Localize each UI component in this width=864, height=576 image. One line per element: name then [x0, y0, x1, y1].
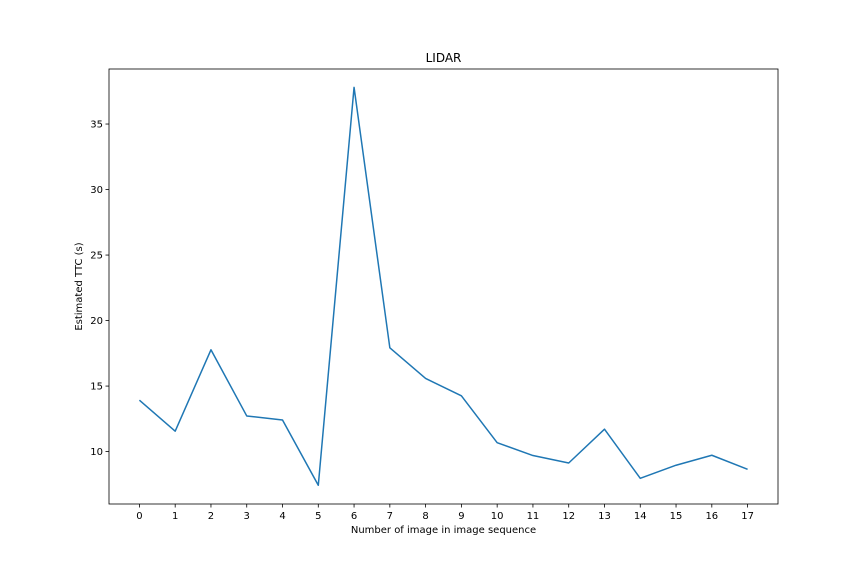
y-axis-ticks: 10 15 20 25 30 35 — [90, 120, 109, 459]
x-tick-label: 0 — [136, 511, 142, 522]
x-tick-label: 3 — [244, 511, 250, 522]
x-tick-label: 9 — [458, 511, 464, 522]
x-tick-label: 4 — [279, 511, 285, 522]
x-tick-label: 15 — [670, 511, 683, 522]
x-tick-label: 6 — [351, 511, 357, 522]
series-layer — [139, 87, 747, 485]
x-tick-label: 14 — [634, 511, 647, 522]
x-axis-ticks: 0 1 2 3 4 5 6 7 8 9 10 11 12 13 14 15 16 17 — [136, 504, 754, 522]
x-tick-label: 17 — [741, 511, 754, 522]
x-tick-label: 11 — [527, 511, 540, 522]
y-tick-label: 30 — [90, 185, 103, 196]
plot-frame — [109, 69, 778, 504]
x-tick-label: 12 — [562, 511, 575, 522]
series-line-0 — [139, 87, 747, 485]
plot-area — [109, 69, 778, 504]
x-axis-label: Number of image in image sequence — [351, 525, 536, 536]
y-tick-label: 20 — [90, 316, 103, 327]
x-tick-label: 5 — [315, 511, 321, 522]
x-tick-label: 13 — [598, 511, 611, 522]
x-tick-label: 1 — [172, 511, 178, 522]
y-axis-label: Estimated TTC (s) — [74, 242, 85, 330]
x-tick-label: 10 — [491, 511, 504, 522]
y-tick-label: 10 — [90, 447, 103, 458]
x-tick-label: 16 — [705, 511, 718, 522]
y-tick-label: 35 — [90, 120, 103, 131]
chart-title: LIDAR — [426, 51, 462, 65]
x-tick-label: 2 — [208, 511, 214, 522]
y-tick-label: 15 — [90, 382, 103, 393]
x-tick-label: 7 — [387, 511, 393, 522]
y-tick-label: 25 — [90, 251, 103, 262]
x-tick-label: 8 — [422, 511, 428, 522]
